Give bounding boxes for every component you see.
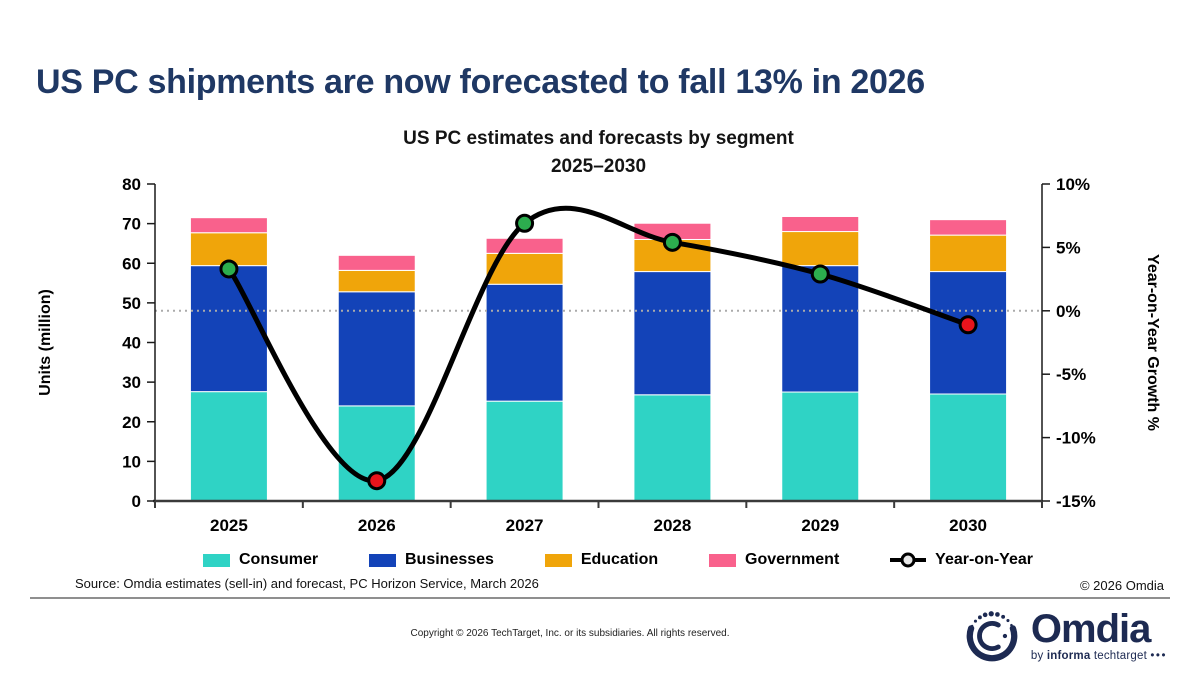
legend-item-businesses: Businesses xyxy=(369,551,494,569)
yoy-marker-2027 xyxy=(515,213,535,233)
x-category-label: 2028 xyxy=(654,516,692,535)
bar-segment-government-2030 xyxy=(929,219,1008,236)
y-tick-label: 30 xyxy=(122,373,141,392)
chart-title: US PC estimates and forecasts by segment xyxy=(403,128,794,149)
bar-segment-consumer-2025 xyxy=(189,391,268,502)
y2-tick-label: 0% xyxy=(1056,302,1081,321)
bar-segment-businesses-2028 xyxy=(633,271,712,396)
omdia-logo-byline: by informa techtarget ••• xyxy=(1030,650,1167,662)
source-note: Source: Omdia estimates (sell-in) and fo… xyxy=(75,576,539,591)
chart-subtitle: 2025–2030 xyxy=(551,156,646,177)
y-tick-label: 10 xyxy=(122,452,141,471)
bar-segment-government-2027 xyxy=(485,237,564,254)
y2-tick-label: 10% xyxy=(1056,175,1090,194)
divider-line xyxy=(30,597,1170,599)
y-tick-label: 70 xyxy=(122,215,141,234)
bar-segment-businesses-2026 xyxy=(337,291,416,407)
omdia-logo: Omdia by informa techtarget ••• xyxy=(963,607,1167,665)
y-tick-label: 20 xyxy=(122,413,141,432)
y2-tick-label: -15% xyxy=(1056,492,1096,511)
page-title: US PC shipments are now forecasted to fa… xyxy=(36,62,925,101)
legend-swatch-businesses xyxy=(369,553,396,567)
legend-swatch-government xyxy=(709,553,737,567)
bar-segment-businesses-2029 xyxy=(781,265,860,393)
yoy-marker-2030 xyxy=(958,315,978,335)
y2-tick-label: -10% xyxy=(1056,429,1096,448)
legend-line-marker-icon xyxy=(890,552,927,568)
legend-item-consumer: Consumer xyxy=(203,551,318,569)
chart-copyright: © 2026 Omdia xyxy=(1079,578,1164,593)
x-category-label: 2027 xyxy=(506,516,544,535)
legend-label: Businesses xyxy=(405,551,494,568)
y2-tick-label: -5% xyxy=(1056,365,1086,384)
y2-tick-label: 5% xyxy=(1056,238,1081,257)
bar-segment-education-2026 xyxy=(337,269,416,293)
bar-segment-consumer-2028 xyxy=(633,394,712,502)
chart-legend: Consumer Businesses Education Government Yea… xyxy=(203,546,1033,574)
x-category-label: 2026 xyxy=(358,516,396,535)
legend-item-education: Education xyxy=(544,551,659,569)
y-tick-label: 80 xyxy=(122,175,141,194)
y-tick-label: 50 xyxy=(122,294,141,313)
legend-label: Government xyxy=(745,551,840,568)
bar-segment-government-2026 xyxy=(337,254,416,271)
yoy-marker-2026 xyxy=(367,471,387,491)
omdia-logo-icon xyxy=(966,611,1018,662)
bar-segment-businesses-2027 xyxy=(485,283,564,402)
yoy-marker-2028 xyxy=(662,232,682,252)
legend-swatch-education xyxy=(544,553,572,567)
legend-item-government: Government xyxy=(709,551,839,569)
chart: US PC estimates and forecasts by segment… xyxy=(37,128,1161,535)
x-category-label: 2025 xyxy=(210,516,248,535)
bar-segment-consumer-2029 xyxy=(781,391,860,502)
bar-segment-education-2029 xyxy=(781,231,860,267)
omdia-logo-text: Omdia xyxy=(1030,607,1151,651)
legend-swatch-consumer xyxy=(203,553,230,567)
yoy-marker-2029 xyxy=(810,264,830,284)
bar-segment-government-2029 xyxy=(781,215,860,233)
omdia-wordmark: Omdia by informa techtarget ••• xyxy=(1030,607,1167,662)
yoy-marker-2025 xyxy=(219,259,239,279)
footer-copyright: Copyright © 2026 TechTarget, Inc. or its… xyxy=(410,628,730,639)
legend-label: Education xyxy=(580,551,659,568)
y2-axis-title: Year-on-Year Growth % xyxy=(1144,254,1161,431)
bar-segment-businesses-2025 xyxy=(189,265,268,393)
bar-segment-government-2025 xyxy=(189,217,268,234)
legend-item-year-on-year: Year-on-Year xyxy=(890,551,1033,569)
y-tick-label: 60 xyxy=(122,254,141,273)
x-category-label: 2029 xyxy=(801,516,839,535)
y-tick-label: 0 xyxy=(132,492,141,511)
bar-segment-consumer-2027 xyxy=(485,400,564,502)
legend-label: Consumer xyxy=(239,551,319,568)
legend-label: Year-on-Year xyxy=(935,551,1033,568)
y-axis-title: Units (million) xyxy=(37,289,54,396)
bar-segment-education-2030 xyxy=(929,234,1008,273)
bar-segment-consumer-2030 xyxy=(929,393,1008,502)
x-category-label: 2030 xyxy=(949,516,987,535)
y-tick-label: 40 xyxy=(122,334,141,353)
